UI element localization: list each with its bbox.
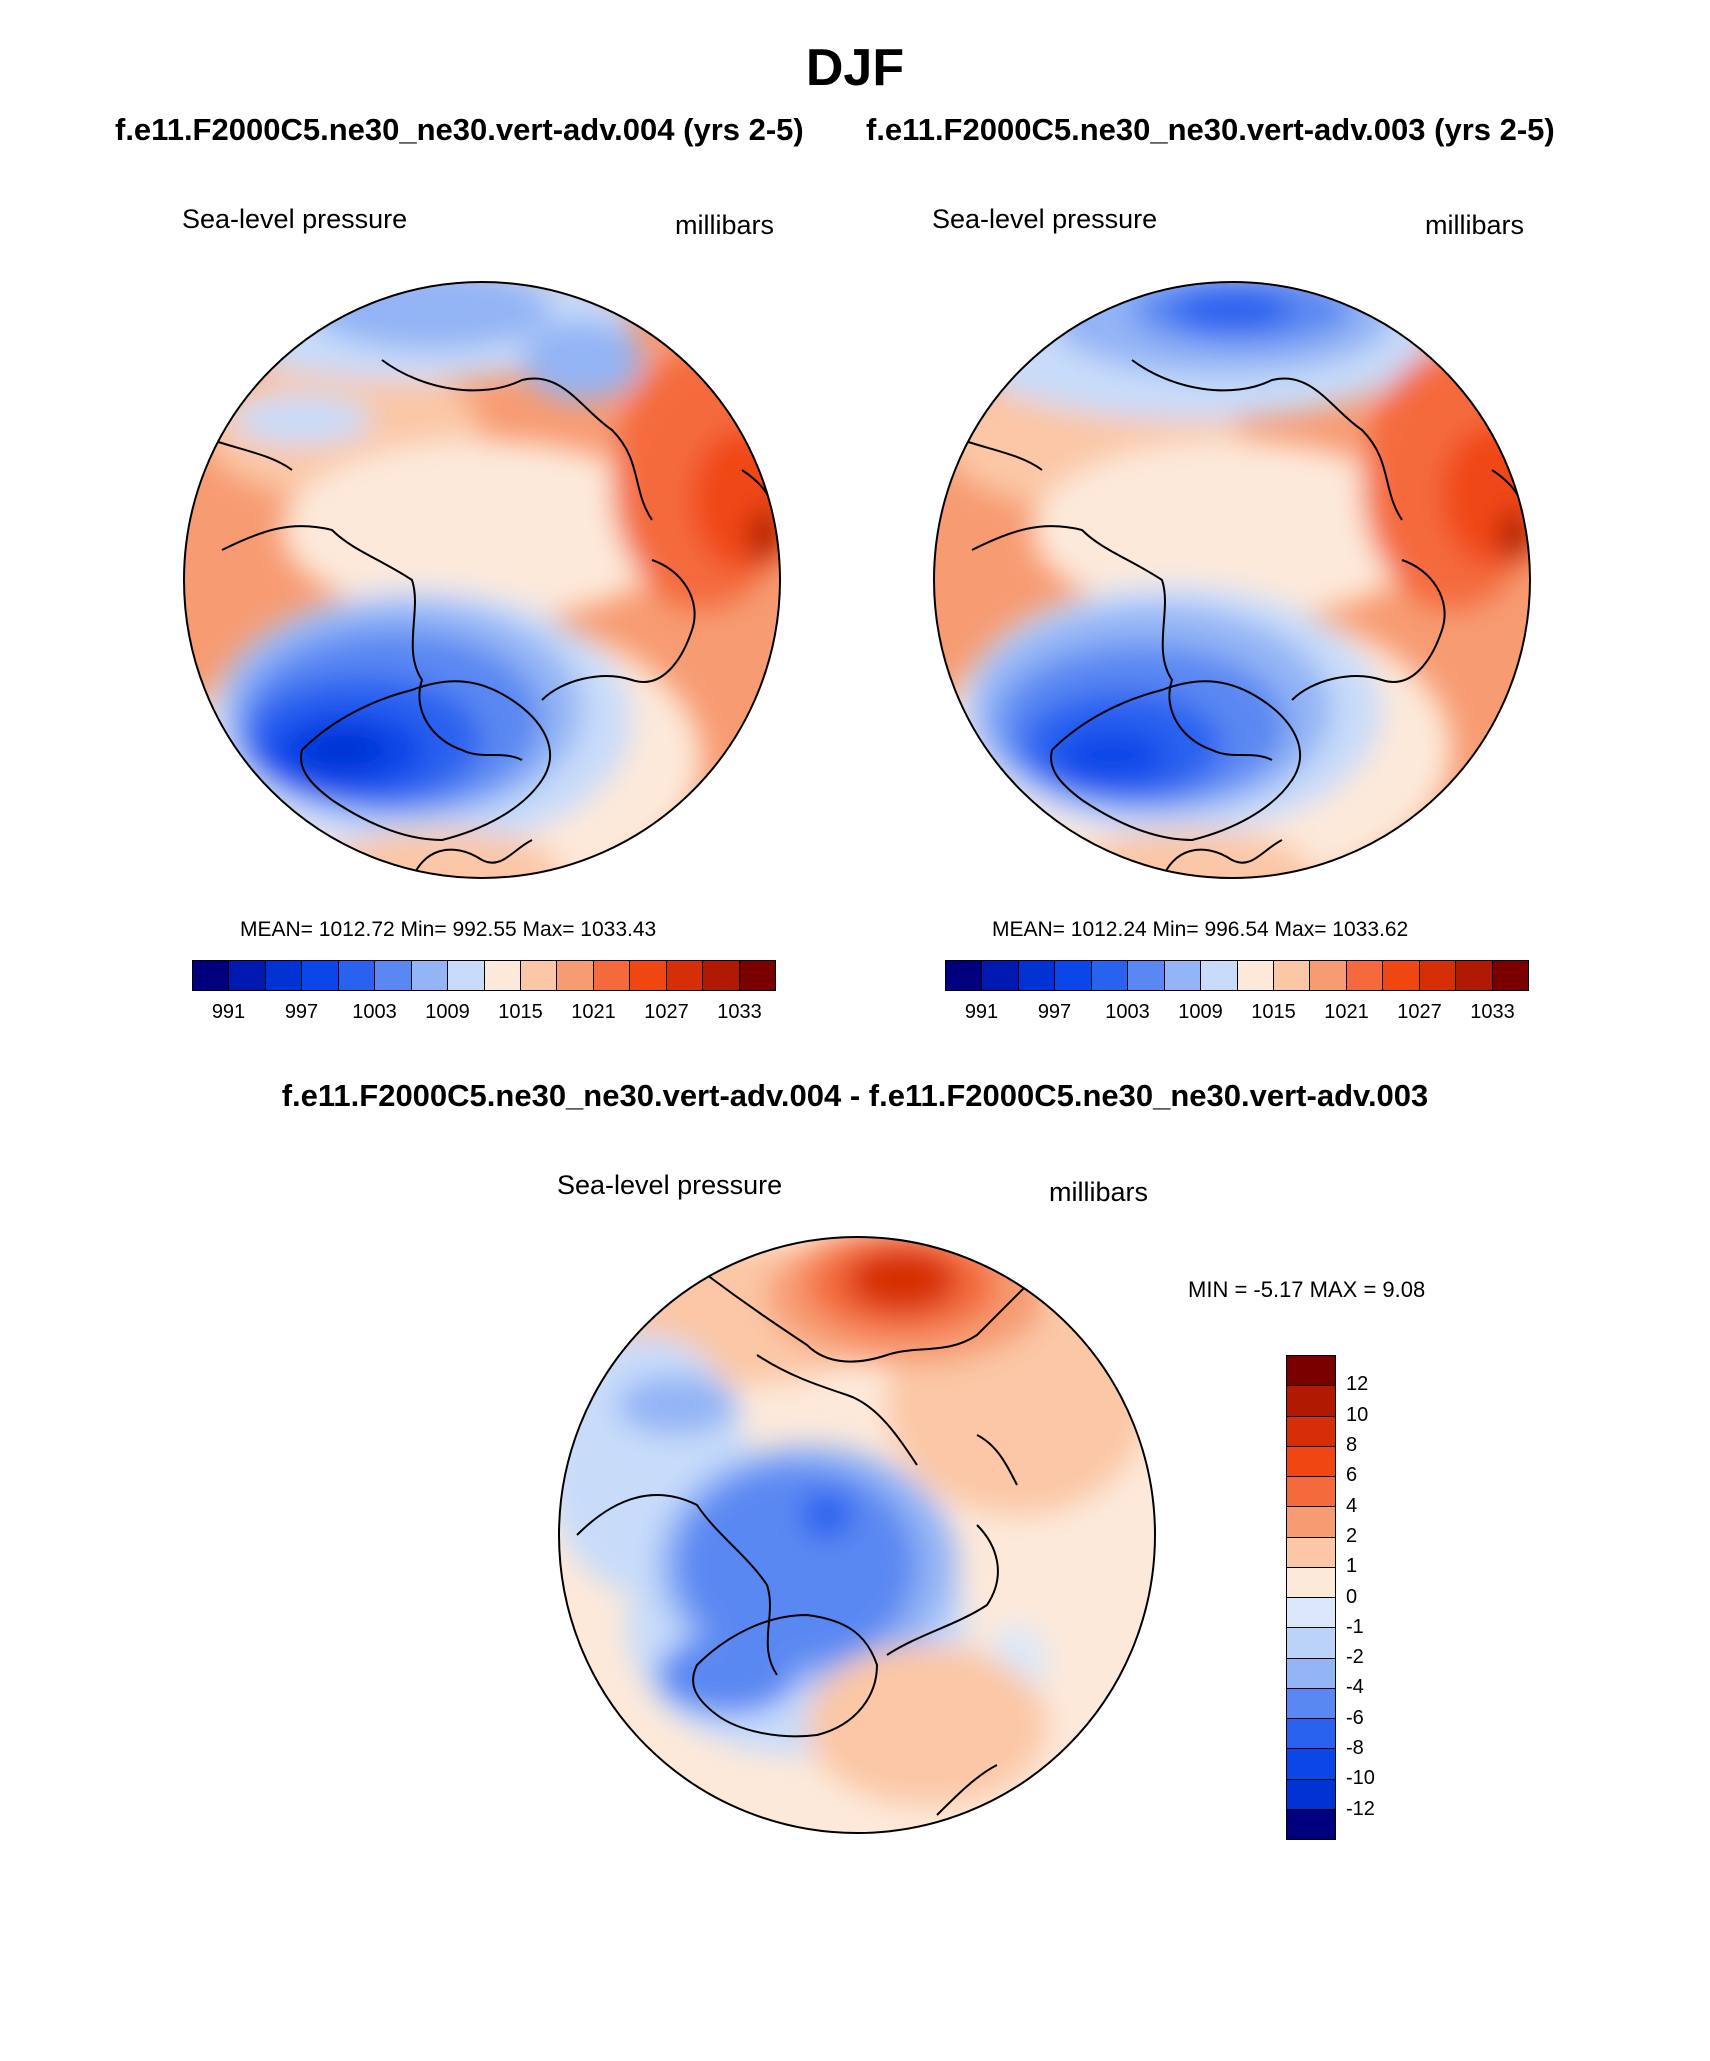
diff-colorbar-tick-label: 10 [1346, 1403, 1369, 1426]
diff-colorbar [1286, 1355, 1336, 1840]
left-colorbar-box [593, 961, 631, 990]
right-colorbar-tick-label: 1009 [1178, 1001, 1223, 1023]
right-colorbar-box [1273, 961, 1311, 990]
diff-colorbar-box [1287, 1507, 1335, 1538]
left-colorbar-box [193, 961, 230, 990]
right-units-label: millibars [1425, 210, 1525, 240]
diff-colorbar-tick-label: -6 [1346, 1706, 1364, 1729]
diff-colorbar-tick-label: -10 [1346, 1767, 1375, 1790]
diff-colorbar-box [1287, 1446, 1335, 1477]
diff-units-label: millibars [1049, 1177, 1149, 1207]
diff-colorbar-box [1287, 1779, 1335, 1810]
left-colorbar-tick-label: 1021 [571, 1001, 616, 1023]
left-variable-label: Sea-level pressure [182, 204, 408, 234]
right-colorbar-box [1055, 961, 1092, 990]
right-colorbar-box [1091, 961, 1129, 990]
left-colorbar-box [484, 961, 521, 990]
left-colorbar-tick-label: 997 [284, 1001, 319, 1023]
left-colorbar-box [229, 961, 266, 990]
right-colorbar-tick-label: 1021 [1324, 1001, 1369, 1023]
diff-colorbar-box [1287, 1688, 1335, 1719]
diff-map [558, 1236, 1156, 1834]
diff-subtitle: f.e11.F2000C5.ne30_ne30.vert-adv.004 - f… [281, 1078, 1429, 1113]
diff-colorbar-box [1287, 1537, 1335, 1568]
right-colorbar-tick-label: 997 [1037, 1001, 1072, 1023]
right-colorbar-tick-label: 1027 [1397, 1001, 1442, 1023]
right-colorbar-box [1492, 961, 1528, 990]
diff-colorbar-box [1287, 1749, 1335, 1780]
diff-stats: MIN = -5.17 MAX = 9.08 [1188, 1277, 1426, 1302]
right-colorbar-box [946, 961, 983, 990]
left-colorbar-box [448, 961, 485, 990]
left-colorbar-box [375, 961, 412, 990]
left-colorbar-box [703, 961, 740, 990]
left-colorbar-box [557, 961, 594, 990]
left-colorbar-tick-label: 1015 [498, 1001, 543, 1023]
right-colorbar-box [1456, 961, 1493, 990]
left-colorbar-tick-label: 1003 [352, 1001, 397, 1023]
diff-colorbar-tick-label: 12 [1346, 1373, 1369, 1396]
left-colorbar-box [666, 961, 704, 990]
right-colorbar-tick-label: 1015 [1251, 1001, 1296, 1023]
left-colorbar-tick-label: 1033 [717, 1001, 762, 1023]
left-colorbar-tick-label: 991 [211, 1001, 246, 1023]
diff-colorbar-tick-label: 0 [1346, 1585, 1358, 1608]
left-units-label: millibars [675, 210, 775, 240]
right-colorbar-box [1346, 961, 1384, 990]
subtitle-left: f.e11.F2000C5.ne30_ne30.vert-adv.004 (yr… [115, 112, 804, 147]
right-colorbar-box [1018, 961, 1056, 990]
left-colorbar-tick-label: 1009 [425, 1001, 470, 1023]
diff-colorbar-tick-label: -12 [1346, 1797, 1375, 1820]
diff-variable-label: Sea-level pressure [557, 1170, 783, 1200]
diff-colorbar-tick-label: -8 [1346, 1737, 1364, 1760]
right-colorbar-box [1383, 961, 1420, 990]
left-colorbar-box [302, 961, 339, 990]
diff-colorbar-tick-label: -2 [1346, 1646, 1364, 1669]
left-colorbar-tick-label: 1027 [644, 1001, 689, 1023]
right-variable-label: Sea-level pressure [932, 204, 1158, 234]
diff-colorbar-box [1287, 1598, 1335, 1629]
diff-colorbar-box [1287, 1809, 1335, 1839]
right-map [933, 281, 1531, 879]
diff-colorbar-tick-label: -1 [1346, 1615, 1364, 1638]
left-colorbar-box [265, 961, 303, 990]
diff-colorbar-box [1287, 1477, 1335, 1508]
diff-colorbar-box [1287, 1386, 1335, 1417]
left-colorbar-box [630, 961, 667, 990]
right-colorbar [945, 960, 1529, 991]
right-colorbar-box [1237, 961, 1274, 990]
diff-colorbar-tick-label: 8 [1346, 1433, 1358, 1456]
left-colorbar-box [739, 961, 775, 990]
left-colorbar [192, 960, 776, 991]
right-colorbar-tick-label: 1003 [1105, 1001, 1150, 1023]
right-stats: MEAN= 1012.24 Min= 996.54 Max= 1033.62 [992, 918, 1409, 941]
diff-colorbar-box [1287, 1416, 1335, 1447]
right-colorbar-box [1419, 961, 1457, 990]
right-colorbar-box [1201, 961, 1238, 990]
page-title: DJF [805, 39, 905, 97]
left-colorbar-box [411, 961, 449, 990]
right-colorbar-box [982, 961, 1019, 990]
diff-colorbar-box [1287, 1628, 1335, 1659]
diff-colorbar-box [1287, 1356, 1335, 1387]
right-colorbar-box [1164, 961, 1202, 990]
left-map [183, 281, 781, 879]
diff-colorbar-box [1287, 1719, 1335, 1750]
subtitle-right: f.e11.F2000C5.ne30_ne30.vert-adv.003 (yr… [866, 112, 1555, 147]
diff-colorbar-tick-label: 4 [1346, 1494, 1358, 1517]
diff-colorbar-tick-label: 2 [1346, 1524, 1358, 1547]
diff-colorbar-box [1287, 1658, 1335, 1689]
left-colorbar-box [520, 961, 558, 990]
left-colorbar-box [338, 961, 376, 990]
right-colorbar-box [1310, 961, 1347, 990]
right-colorbar-tick-label: 991 [964, 1001, 999, 1023]
right-colorbar-box [1128, 961, 1165, 990]
left-stats: MEAN= 1012.72 Min= 992.55 Max= 1033.43 [240, 918, 657, 941]
diff-colorbar-box [1287, 1567, 1335, 1598]
right-colorbar-tick-label: 1033 [1470, 1001, 1515, 1023]
diff-colorbar-tick-label: 1 [1346, 1555, 1358, 1578]
diff-colorbar-tick-label: 6 [1346, 1464, 1358, 1487]
diff-colorbar-tick-label: -4 [1346, 1676, 1364, 1699]
